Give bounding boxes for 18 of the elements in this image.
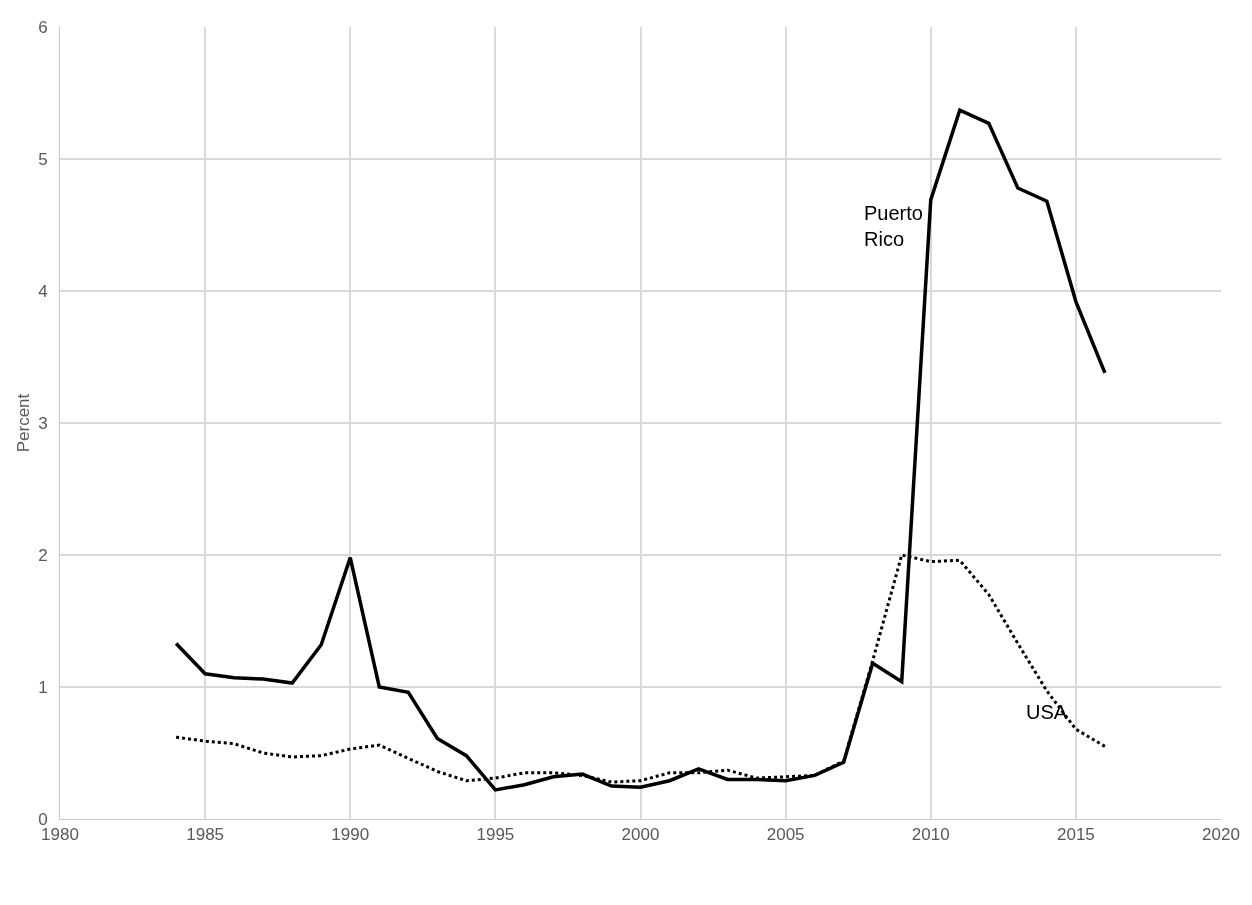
series-label: Puerto Rico	[864, 202, 923, 250]
x-tick-label: 2020	[1202, 825, 1240, 845]
x-tick-label: 1985	[186, 825, 225, 845]
y-tick-label: 6	[38, 17, 48, 37]
series-label: USA	[1026, 701, 1068, 723]
y-tick-label: 4	[38, 281, 48, 301]
x-tick-label: 2010	[911, 825, 950, 845]
y-tick-label: 5	[38, 149, 48, 169]
y-tick-label: 2	[38, 545, 48, 565]
x-tick-label: 2015	[1056, 825, 1095, 845]
y-tick-label: 1	[38, 677, 48, 697]
x-tick-label: 2005	[766, 825, 805, 845]
line-series	[174, 108, 1107, 792]
y-tick-label: 3	[38, 413, 48, 433]
x-tick-label: 2000	[621, 825, 660, 845]
x-tick-label: 1995	[476, 825, 515, 845]
y-axis-title: Percent	[13, 393, 33, 453]
x-tick-label: 1990	[331, 825, 370, 845]
